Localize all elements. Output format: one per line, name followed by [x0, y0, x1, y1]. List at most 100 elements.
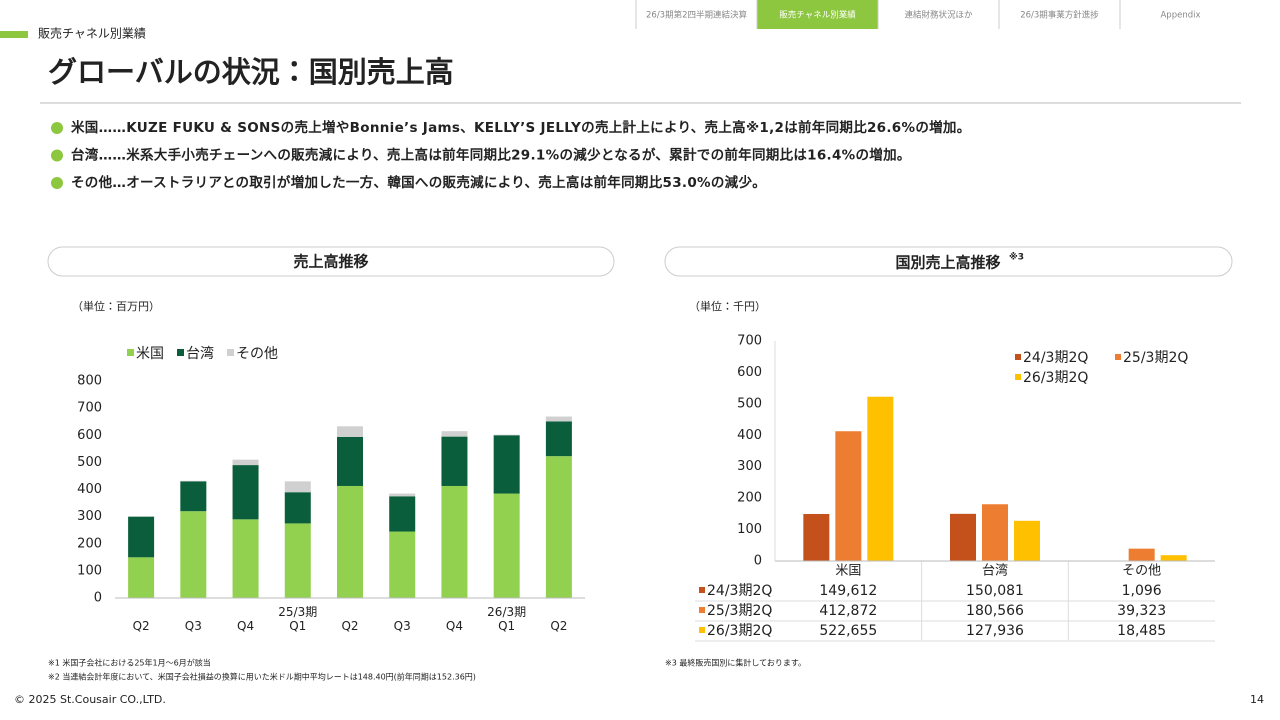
bar — [1128, 548, 1155, 561]
x-tick-label: Q2 — [550, 619, 568, 633]
footnote: ※3 最終販売国別に集計しております。 — [665, 658, 806, 668]
bar — [1160, 555, 1187, 561]
bar-segment — [337, 436, 363, 486]
bar-segment — [180, 480, 207, 482]
nav-tab — [757, 0, 878, 29]
table-value: 39,323 — [1117, 603, 1166, 619]
chart-title-box — [664, 246, 1233, 277]
footnote: ※1 米国子会社における25年1月～6月が該当 — [48, 658, 211, 668]
page-title: グローバルの状況：国別売上高 — [48, 55, 454, 89]
table-value: 180,566 — [966, 603, 1024, 619]
bar-segment — [180, 481, 207, 512]
y-tick-label: 700 — [77, 401, 102, 416]
legend-swatch — [127, 349, 134, 356]
table-row-label: 24/3期2Q — [707, 583, 772, 599]
bar — [867, 396, 894, 561]
bar-segment — [180, 511, 207, 598]
y-tick-label: 600 — [77, 428, 102, 443]
table-swatch — [699, 607, 705, 613]
y-tick-label: 600 — [737, 365, 762, 380]
x-tick-label: Q4 — [445, 619, 463, 633]
x-tick-label: その他 — [1122, 564, 1161, 579]
legend-label: 24/3期2Q — [1023, 350, 1088, 366]
section-marker — [0, 31, 28, 38]
bullet-text: 米国……KUZE FUKU & SONSの売上増やBonnie’s Jams、K… — [71, 119, 971, 136]
bar-segment — [389, 496, 416, 532]
legend-label: 25/3期2Q — [1123, 350, 1188, 366]
x-tick-label: 26/3期 Q1 — [487, 605, 527, 633]
y-tick-label: 100 — [77, 563, 102, 578]
table-swatch — [699, 627, 705, 633]
bar-segment — [337, 426, 363, 437]
table-value: 522,655 — [819, 623, 877, 639]
chart-title-box — [47, 246, 615, 277]
y-tick-label: 300 — [737, 459, 762, 474]
y-tick-label: 100 — [737, 522, 762, 537]
bar-segment — [337, 485, 363, 598]
bullet-dot — [51, 122, 63, 134]
nav-tab-label: Appendix — [1160, 11, 1200, 21]
bar-segment — [128, 516, 155, 558]
bullet-dot — [51, 149, 63, 162]
y-tick-label: 0 — [754, 554, 762, 569]
bar — [950, 513, 976, 561]
table-value: 149,612 — [819, 583, 877, 599]
bar-segment — [232, 465, 259, 520]
nav-tab — [999, 0, 1120, 29]
x-tick-label: Q3 — [184, 619, 202, 633]
table-value: 127,936 — [966, 623, 1024, 639]
legend-label: 26/3期2Q — [1023, 370, 1088, 386]
table-value: 1,096 — [1122, 583, 1162, 599]
y-tick-label: 0 — [94, 591, 102, 606]
bar-segment — [389, 493, 416, 497]
x-tick-label: Q2 — [132, 619, 150, 633]
nav-tab-label: 販売チャネル別業績 — [779, 10, 856, 21]
table-value: 18,485 — [1117, 623, 1166, 639]
legend-swatch — [1015, 354, 1021, 360]
x-tick-label: 米国 — [835, 564, 861, 579]
unit-label: （単位：千円） — [689, 299, 766, 313]
legend-label: 台湾 — [186, 345, 214, 362]
chart-title: 売上高推移 — [293, 253, 368, 271]
y-tick-label: 800 — [77, 374, 102, 389]
bar-segment — [493, 434, 520, 436]
bar — [803, 513, 830, 561]
x-tick-label: Q3 — [393, 619, 411, 633]
footnote: ※2 当連結会計年度において、米国子会社損益の換算に用いた米ドル期中平均レートは… — [48, 672, 476, 682]
y-tick-label: 200 — [737, 491, 762, 506]
x-tick-label: 25/3期 Q1 — [278, 605, 318, 633]
nav-tab — [878, 0, 999, 29]
y-tick-label: 500 — [77, 455, 102, 470]
table-row-label: 26/3期2Q — [707, 623, 772, 639]
nav-tab-label: 26/3期第2四半期連結決算 — [646, 10, 747, 21]
legend-label: その他 — [236, 346, 278, 362]
y-tick-label: 200 — [77, 536, 102, 551]
table-value: 412,872 — [819, 603, 877, 619]
bar-segment — [284, 523, 311, 598]
x-tick-label: Q4 — [237, 619, 255, 633]
y-tick-label: 400 — [737, 428, 762, 443]
bullet-text: その他…オーストラリアとの取引が増加した一方、韓国への販売減により、売上高は前年… — [71, 174, 766, 191]
copyright: © 2025 St.Cousair CO.,LTD. — [14, 693, 166, 706]
nav-tab-label: 連結財務状況ほか — [904, 10, 973, 21]
nav-tab — [1120, 0, 1241, 29]
page-number: 14 — [1250, 693, 1264, 706]
bar-segment — [441, 431, 468, 437]
y-tick-label: 500 — [737, 396, 762, 411]
bar-segment — [493, 435, 520, 494]
x-tick-label: 台湾 — [982, 563, 1008, 579]
bar-segment — [545, 421, 572, 457]
bar-segment — [128, 557, 155, 598]
bar — [835, 431, 862, 561]
legend-swatch — [1115, 354, 1121, 360]
x-tick-label: Q2 — [341, 619, 359, 633]
legend-label: 米国 — [136, 346, 164, 362]
nav-tab — [636, 0, 757, 29]
bar-segment — [232, 459, 259, 466]
legend-swatch — [1015, 374, 1021, 380]
table-swatch — [699, 587, 705, 593]
bar-segment — [232, 519, 259, 598]
table-row-label: 25/3期2Q — [707, 603, 772, 619]
section-label: 販売チャネル別業績 — [38, 26, 146, 41]
